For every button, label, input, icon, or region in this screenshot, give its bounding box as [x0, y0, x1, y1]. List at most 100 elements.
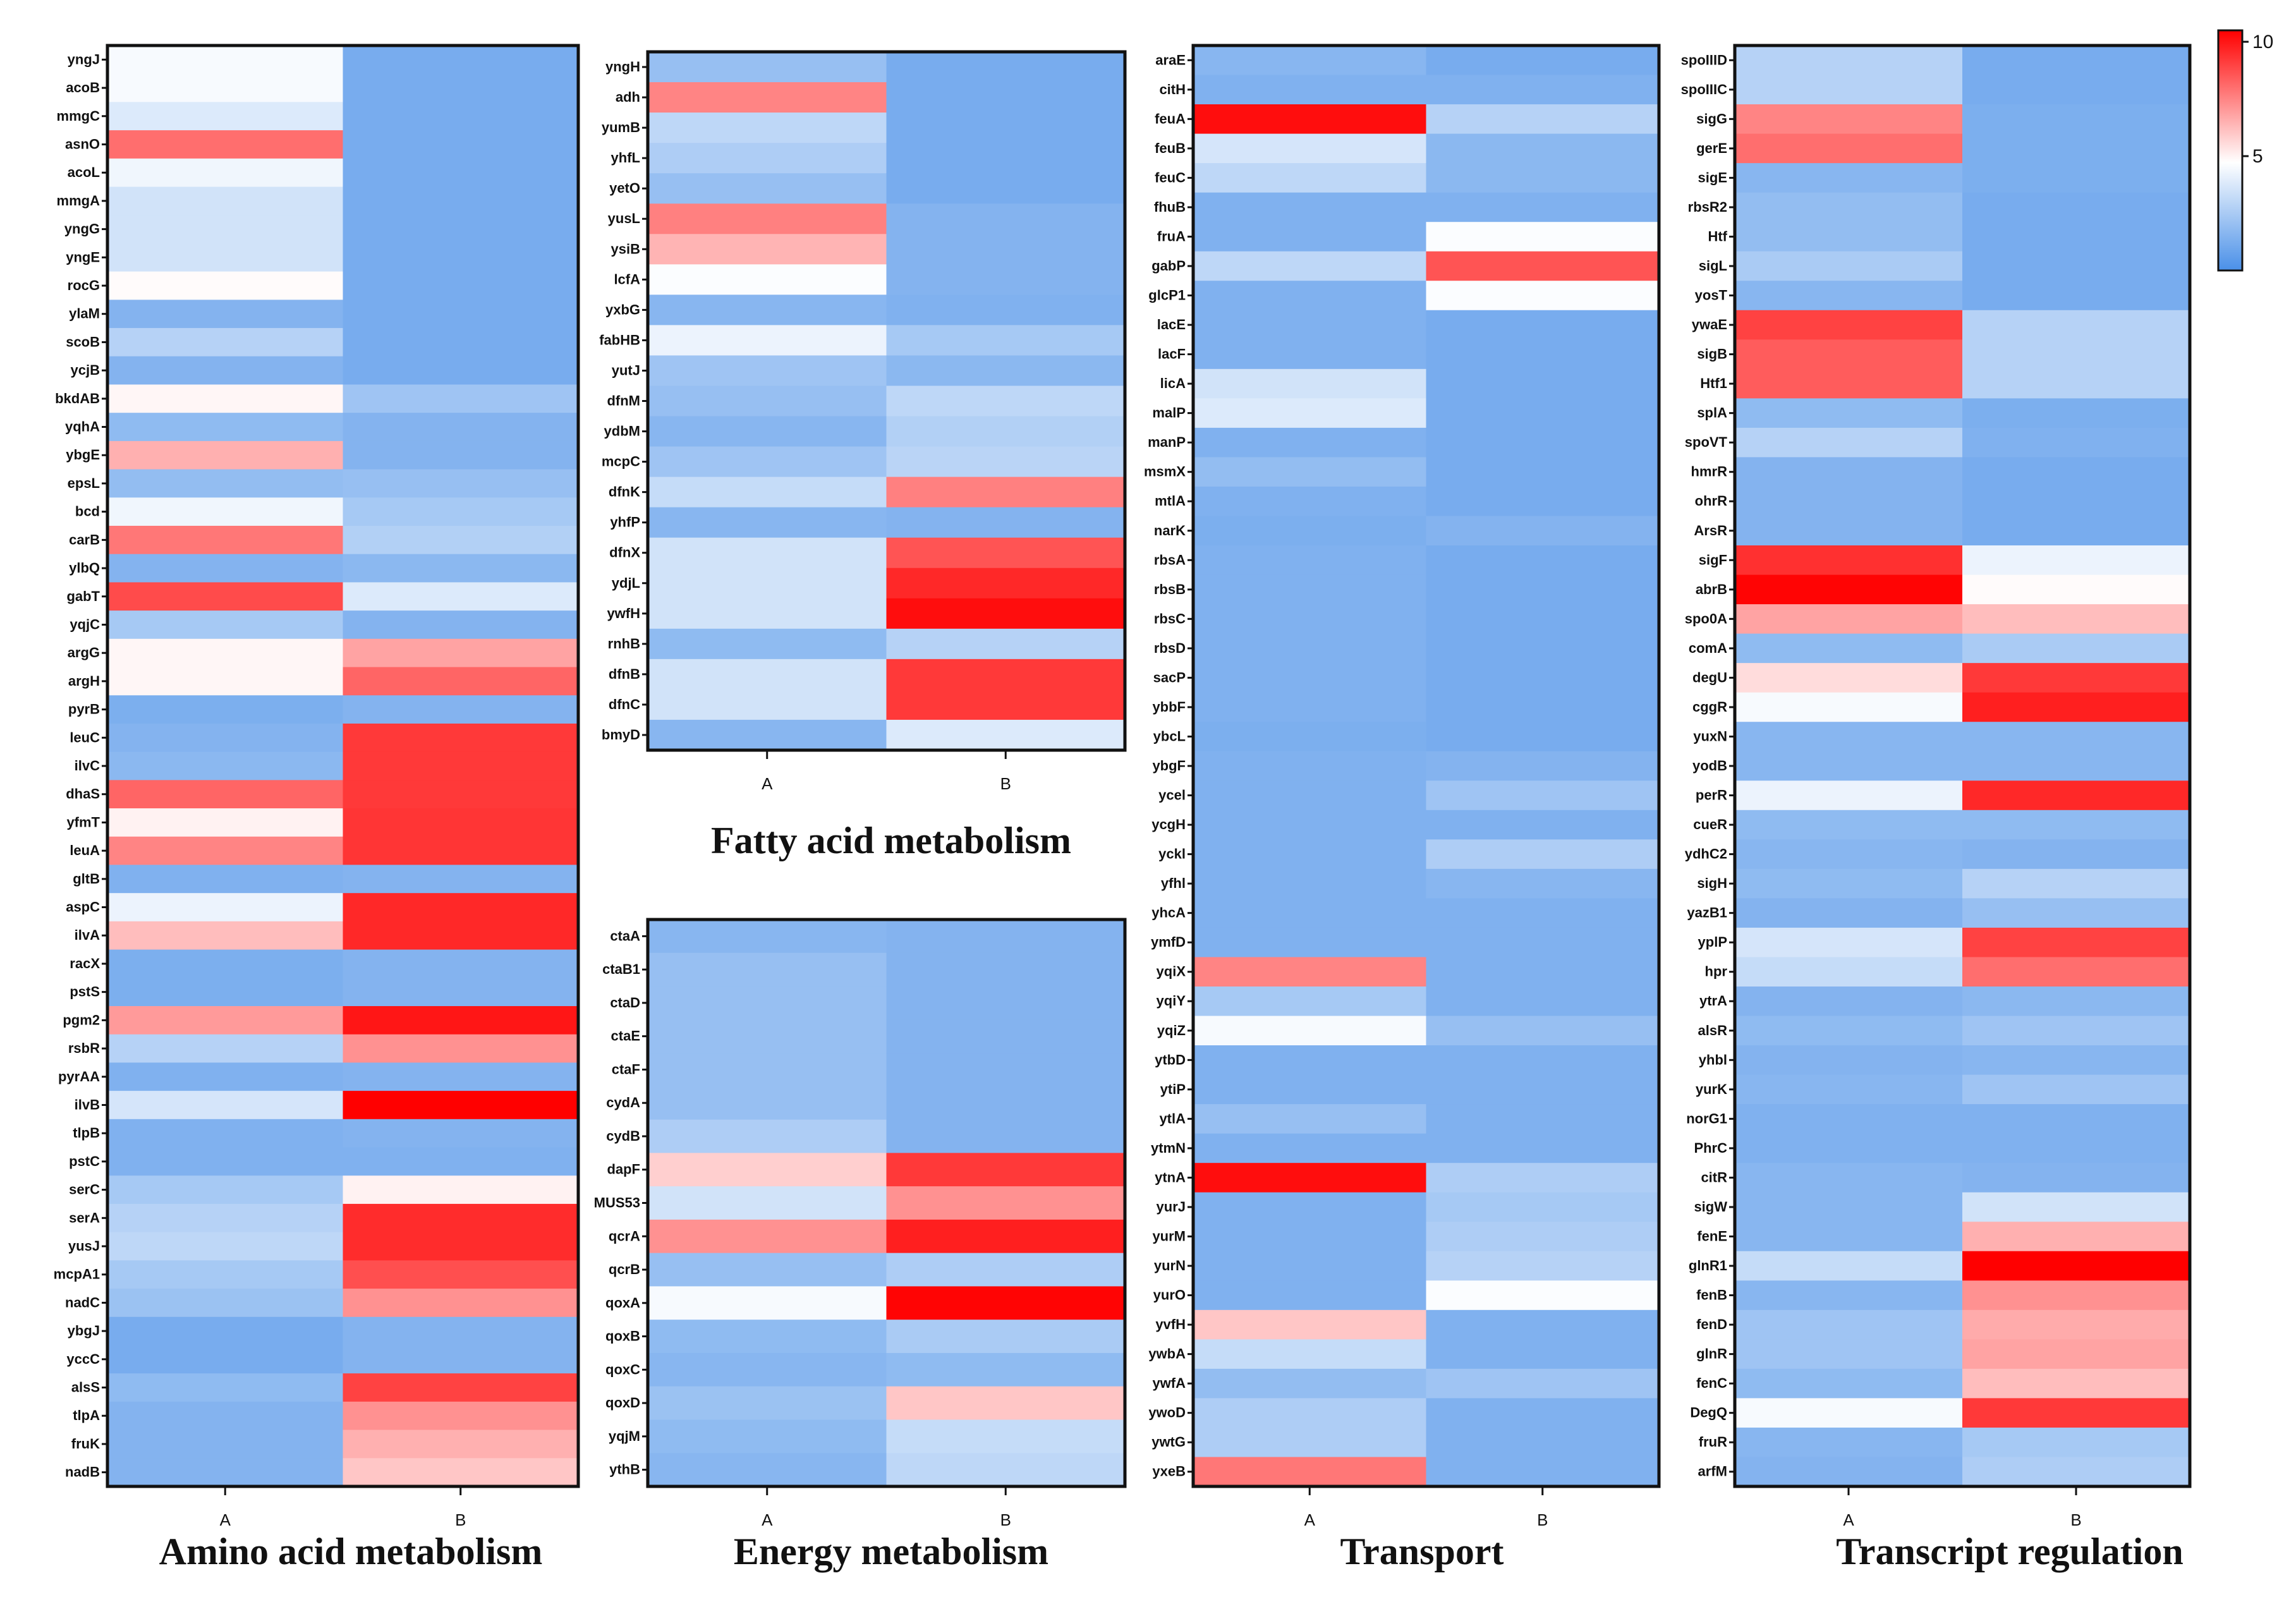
colorbar: 5 10 [2217, 29, 2273, 272]
gene-label: yusJ [68, 1238, 100, 1254]
heatmap-cell [343, 300, 579, 329]
heatmap-cell [343, 978, 579, 1007]
gene-label: leuA [70, 842, 100, 858]
column-label: A [220, 1510, 231, 1529]
gene-label: dhaS [66, 786, 100, 802]
gene-label: manP [1148, 434, 1186, 450]
heatmap-cell [107, 130, 344, 159]
column-label: B [1000, 1510, 1011, 1529]
gene-label: fhuB [1154, 199, 1186, 215]
heatmap-cell [648, 112, 887, 143]
heatmap-cell [343, 723, 579, 753]
heatmap-cell [1193, 222, 1427, 252]
heatmap-cell [1426, 957, 1660, 987]
gene-label: pgm2 [63, 1012, 100, 1028]
gene-label: hmrR [1691, 464, 1728, 480]
heatmap-cell [1193, 1251, 1427, 1281]
heatmap-cell [886, 82, 1126, 113]
heatmap-cell [1962, 722, 2190, 752]
gene-label: pstS [70, 984, 100, 1000]
heatmap-cell [107, 1147, 344, 1176]
heatmap-cell [1962, 1280, 2190, 1311]
gene-label: serA [69, 1210, 100, 1225]
gene-label: ilvB [75, 1096, 100, 1112]
gene-label: adh [616, 89, 640, 105]
gene-label: ArsR [1694, 523, 1727, 538]
heatmap-cell [1193, 457, 1427, 487]
heatmap-cell [886, 52, 1126, 83]
gene-label: ytrA [1699, 993, 1727, 1009]
gene-label: rbsR2 [1688, 199, 1727, 215]
heatmap-cell [1426, 516, 1660, 546]
heatmap-cell [107, 497, 344, 526]
gene-label: serC [69, 1182, 100, 1198]
heatmap-cell [886, 1053, 1126, 1087]
heatmap-cell [1426, 986, 1660, 1017]
gene-label: sigW [1694, 1199, 1727, 1215]
heatmap-cell [648, 1186, 887, 1220]
heatmap-cell [886, 416, 1126, 447]
heatmap-cell [1193, 1104, 1427, 1134]
heatmap-cell [343, 1034, 579, 1064]
heatmap-cell [1426, 780, 1660, 811]
gene-label: yhcA [1151, 905, 1186, 921]
gene-label: lcfA [614, 271, 640, 287]
heatmap-cell [1735, 1368, 1963, 1399]
gene-label: sigL [1699, 258, 1727, 274]
heatmap-cell [1962, 868, 2190, 899]
heatmap-cell [343, 836, 579, 866]
heatmap-cell [1735, 163, 1963, 193]
heatmap-cell [107, 440, 344, 470]
heatmap-cell [1193, 251, 1427, 281]
heatmap-cell [886, 920, 1126, 954]
gene-label: sigF [1699, 552, 1727, 568]
heatmap-cell [1193, 1163, 1427, 1193]
heatmap-cell [107, 158, 344, 188]
gene-label: citH [1159, 82, 1186, 97]
heatmap-cell [1962, 1457, 2190, 1487]
heatmap-cell [648, 477, 887, 508]
heatmap-cell [1193, 1222, 1427, 1252]
heatmap-cell [343, 638, 579, 668]
heatmap-cell [886, 1019, 1126, 1053]
heatmap-cell [1426, 1427, 1660, 1458]
gene-label: fenC [1696, 1375, 1727, 1391]
heatmap-cell [107, 328, 344, 357]
gene-label: msmX [1144, 464, 1186, 480]
heatmap-cell [886, 1219, 1126, 1254]
heatmap-panel-regulation: spoIIID spoIIIC sigG gerE sigE rbsR2 Htf sigL yo… [1681, 44, 2192, 1572]
heatmap-cell [1735, 604, 1963, 634]
heatmap-cell [107, 186, 344, 216]
heatmap-cell [1193, 1133, 1427, 1163]
gene-label: yngJ [68, 51, 100, 67]
heatmap-cell [343, 1232, 579, 1261]
gene-label: ilvA [75, 927, 100, 943]
heatmap-cell [886, 1253, 1126, 1287]
column-label: B [2070, 1510, 2081, 1529]
heatmap-cell [1735, 310, 1963, 340]
heatmap-cell [1193, 957, 1427, 987]
heatmap-cell [648, 325, 887, 356]
heatmap-cell [1962, 104, 2190, 135]
heatmap-cell [648, 294, 887, 325]
heatmap-cell [1426, 692, 1660, 722]
gene-label: glnR1 [1689, 1258, 1727, 1273]
gene-label: ytnA [1155, 1169, 1186, 1185]
gene-label: ywaE [1692, 317, 1727, 332]
heatmap-cell [886, 507, 1126, 538]
heatmap-cell [1426, 868, 1660, 899]
heatmap-cell [107, 271, 344, 300]
heatmap-cell [1193, 633, 1427, 664]
gene-label: qoxA [605, 1295, 640, 1311]
gene-label: dfnM [607, 393, 640, 409]
heatmap-cell [648, 628, 887, 660]
heatmap-cell [1735, 574, 1963, 605]
heatmap-cell [1735, 133, 1963, 164]
gene-label: tlpB [73, 1125, 100, 1141]
heatmap-cell [343, 893, 579, 922]
heatmap-cell [1193, 1457, 1427, 1487]
heatmap-cell [1193, 604, 1427, 634]
heatmap-cell [107, 893, 344, 922]
gene-label: yxbG [605, 301, 640, 317]
heatmap-cell [1962, 780, 2190, 811]
